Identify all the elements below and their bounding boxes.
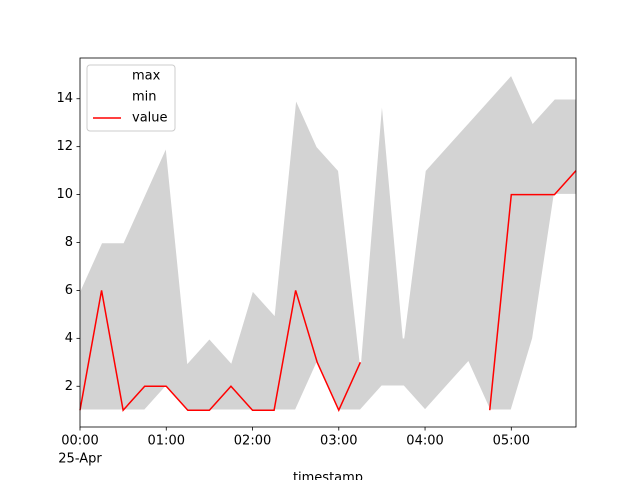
y-tick-label: 8 xyxy=(65,235,73,250)
y-tick-label: 6 xyxy=(65,283,73,298)
series-line xyxy=(79,170,577,413)
y-tick-label: 14 xyxy=(56,91,73,106)
x-tick-label: 04:00 xyxy=(406,434,443,449)
series-line xyxy=(79,73,576,365)
x-tick-label: 03:00 xyxy=(320,434,357,449)
legend-box xyxy=(86,64,176,132)
y-tick-label: 4 xyxy=(65,331,73,346)
range-area xyxy=(80,74,576,411)
legend-label: value xyxy=(132,111,168,126)
x-tick-label: 01:00 xyxy=(148,434,185,449)
x-tick-label: 02:00 xyxy=(234,434,271,449)
legend-label: min xyxy=(132,90,157,105)
legend-label: max xyxy=(132,69,161,84)
x-axis-label: timestamp xyxy=(293,471,363,480)
y-tick-label: 12 xyxy=(56,139,73,154)
y-tick-label: 2 xyxy=(65,379,73,394)
x-tick-label: 05:00 xyxy=(493,434,530,449)
date-label: 25-Apr xyxy=(58,452,102,467)
x-tick-label: 00:00 xyxy=(61,434,98,449)
y-tick-label: 10 xyxy=(56,187,73,202)
